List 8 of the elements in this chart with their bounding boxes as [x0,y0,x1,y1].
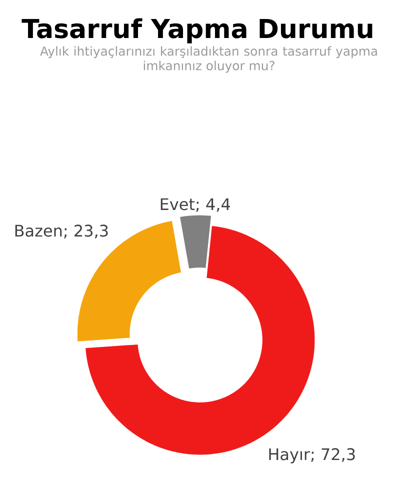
slice-label: Bazen [15,224,62,237]
data-label: ; 72,3 [311,448,355,462]
slice-label: Evet [160,198,195,210]
data-label: ; 4,4 [196,198,230,212]
chart-subtitle: Aylık ihtiyaçlarınızı karşıladıktan sonra tasarruf yapma imkanınız oluyor mu? [40,46,377,73]
slice-label: Hayır [269,448,310,464]
chart-title: Tasarruf Yapma Durumu [22,18,372,44]
data-label: ; 23,3 [64,224,108,238]
